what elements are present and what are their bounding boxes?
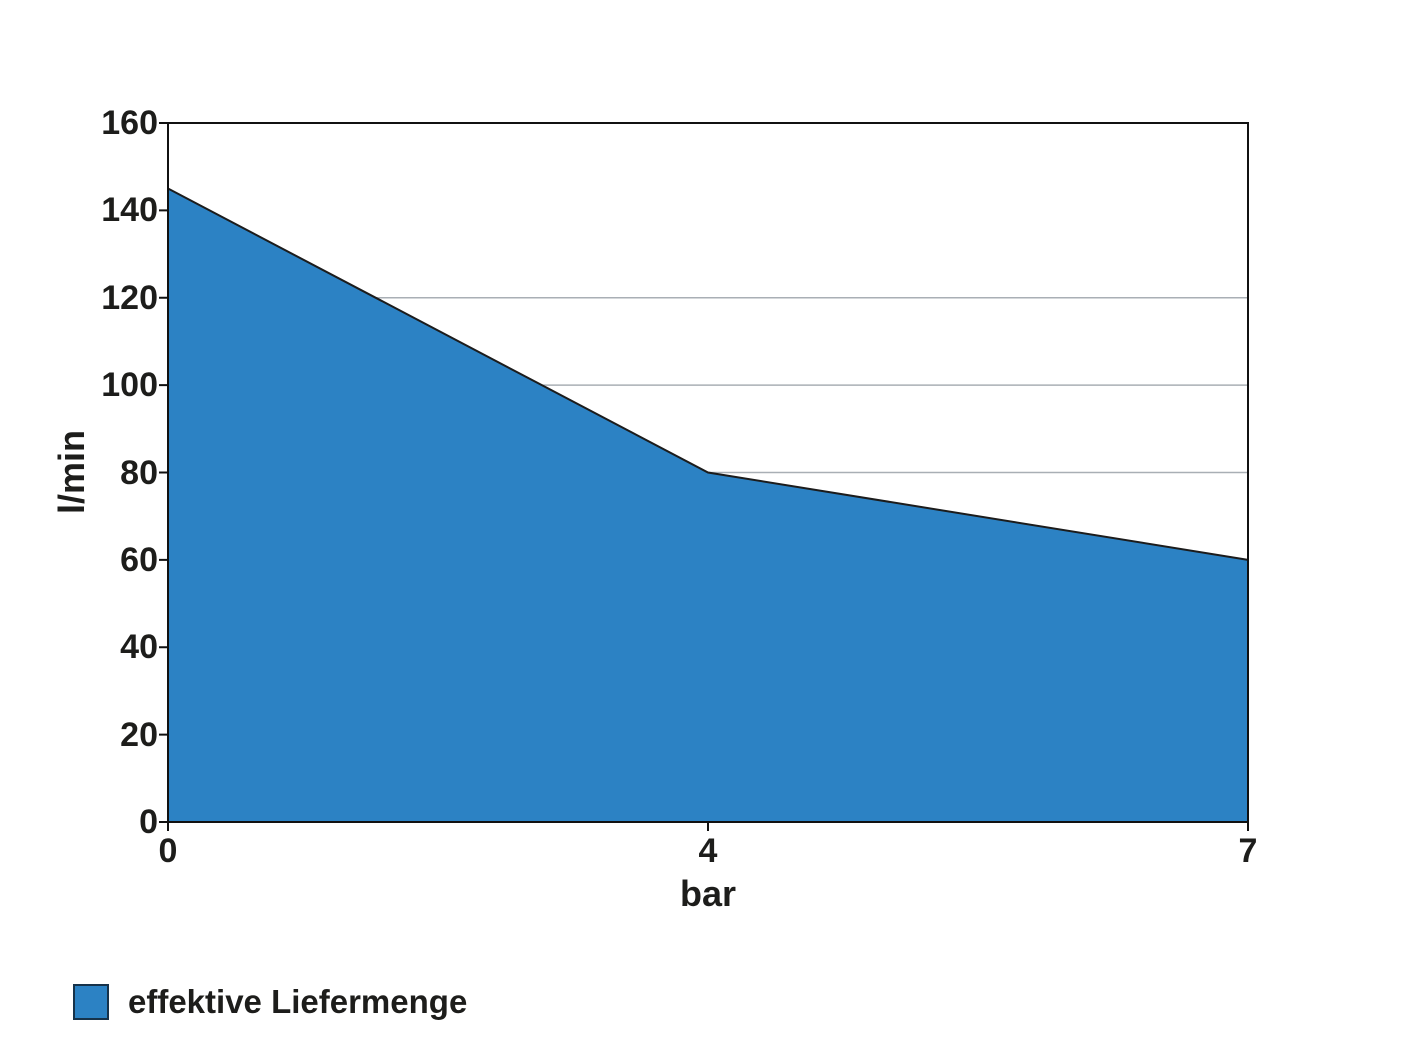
- x-axis-tick-label: 7: [1238, 832, 1258, 870]
- y-axis-tick-label: 120: [101, 278, 158, 317]
- legend: effektive Liefermenge: [73, 983, 467, 1021]
- y-axis-tick-label: 60: [120, 540, 158, 579]
- legend-swatch: [73, 984, 109, 1020]
- x-axis-tick-label: 0: [158, 832, 178, 870]
- x-axis-tick-label: 4: [698, 832, 718, 870]
- y-axis-title: l/min: [51, 430, 92, 515]
- y-axis-tick-label: 100: [101, 366, 158, 405]
- area-series: [168, 188, 1248, 822]
- y-axis-tick-label: 160: [101, 104, 158, 142]
- y-axis-tick-label: 20: [120, 715, 158, 754]
- legend-label: effektive Liefermenge: [128, 983, 468, 1020]
- y-axis-tick-label: 80: [120, 453, 158, 492]
- y-axis-tick-label: 140: [101, 191, 158, 230]
- y-axis-tick-label: 0: [139, 803, 158, 841]
- x-axis-title: bar: [679, 873, 737, 914]
- area-series-outline: [167, 187, 1249, 561]
- y-axis-tick-label: 40: [120, 628, 158, 667]
